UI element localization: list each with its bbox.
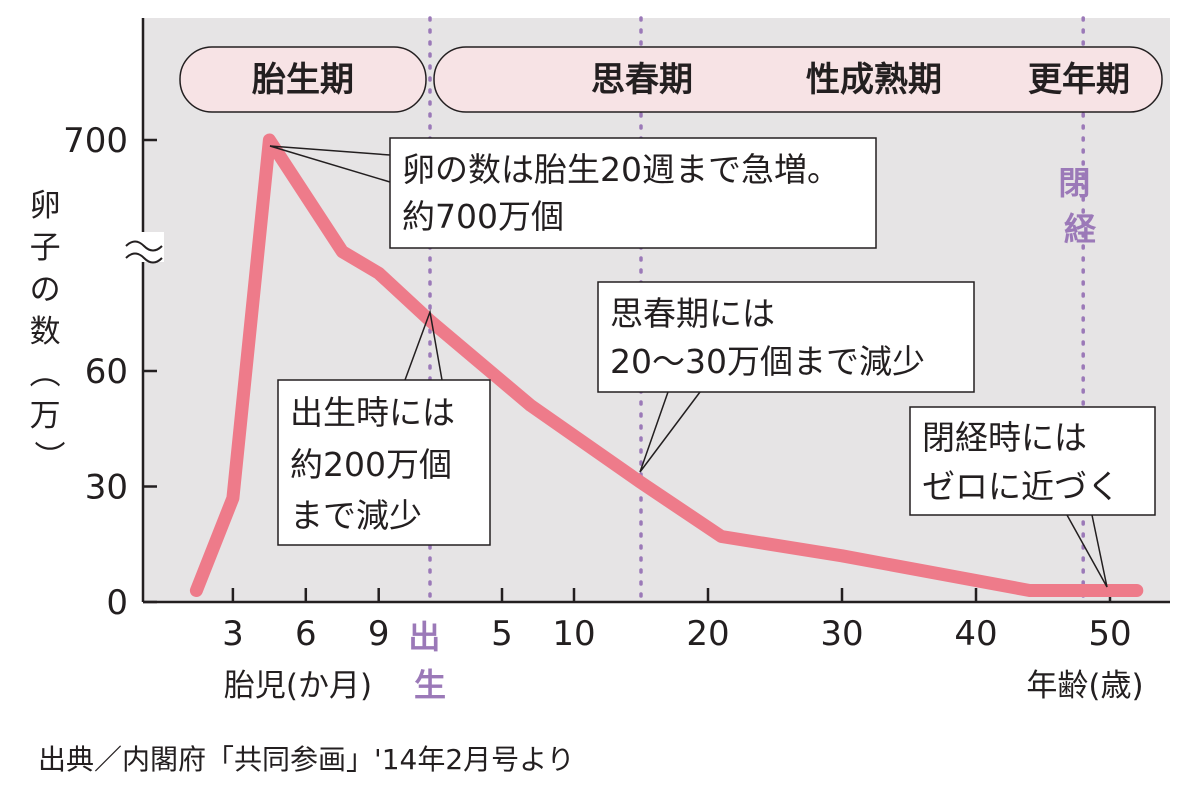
- x-axis-title-fetal: 胎児(か月): [224, 668, 372, 704]
- event-lines: [428, 16, 1085, 604]
- event-label-birth: 出 生: [408, 618, 451, 704]
- annotation-puberty-line2: 20〜30万個まで減少: [610, 342, 925, 381]
- x-tick-label: 10: [552, 614, 595, 654]
- y-axis-break: [124, 232, 164, 264]
- annotation-700: 卵の数は胎生20週まで急増。 約700万個: [269, 137, 877, 249]
- phase-bar-fetal: [179, 46, 427, 113]
- x-tick-label: 3: [222, 614, 244, 654]
- annotation-puberty: 思春期には 20〜30万個まで減少: [597, 281, 975, 473]
- ovum-count-chart: 胎生期 思春期 性成熟期 更年期 0 30 60 700 3 6 9 5 10 20 30 40 50…: [30, 16, 1170, 704]
- y-ticks: 0 30 60 700: [63, 121, 157, 623]
- annotation-menopause: 閉経時には ゼロに近づく: [909, 406, 1156, 588]
- phase-label-puberty: 思春期: [591, 60, 693, 100]
- y-axis-title: 卵 子 の 数 ︵ 万 ︶: [30, 188, 71, 476]
- x-tick-label: 6: [295, 614, 317, 654]
- annotation-menopause-line2: ゼロに近づく: [922, 467, 1120, 506]
- y-tick-label: 30: [85, 468, 128, 508]
- event-label-menopause: 閉 経: [1058, 164, 1101, 248]
- phase-bar-life: [433, 46, 1163, 113]
- x-axis-title-age: 年齢(歳): [1026, 668, 1143, 704]
- annotation-birth-line1: 出生時には: [290, 393, 455, 432]
- ovum-count-line: [189, 133, 1144, 597]
- x-tick-label: 9: [368, 614, 390, 654]
- phase-label-maturity: 性成熟期: [806, 60, 942, 100]
- annotation-700-line1: 卵の数は胎生20週まで急増。: [402, 150, 840, 189]
- phase-label-fetal: 胎生期: [252, 60, 354, 100]
- x-tick-label: 20: [686, 614, 729, 654]
- source-credit: 出典／内閣府「共同参画」'14年2月号より: [38, 743, 575, 776]
- phase-bars: 胎生期 思春期 性成熟期 更年期: [179, 46, 1163, 113]
- x-ticks: 3 6 9 5 10 20 30 40 50: [222, 588, 1132, 654]
- annotation-menopause-line1: 閉経時には: [922, 418, 1087, 457]
- phase-label-menopause-period: 更年期: [1028, 60, 1130, 100]
- x-tick-label: 5: [491, 614, 513, 654]
- x-tick-label: 50: [1088, 614, 1131, 654]
- y-tick-label: 60: [85, 352, 128, 392]
- x-tick-label: 30: [820, 614, 863, 654]
- y-tick-label: 700: [63, 121, 128, 161]
- annotation-700-line2: 約700万個: [402, 197, 564, 236]
- x-tick-label: 40: [954, 614, 997, 654]
- annotation-birth-line2: 約200万個: [290, 445, 452, 484]
- annotation-birth-line3: まで減少: [290, 496, 422, 535]
- annotation-birth: 出生時には 約200万個 まで減少: [277, 309, 491, 546]
- annotation-puberty-line1: 思春期には: [610, 294, 775, 333]
- y-tick-label: 0: [106, 583, 128, 623]
